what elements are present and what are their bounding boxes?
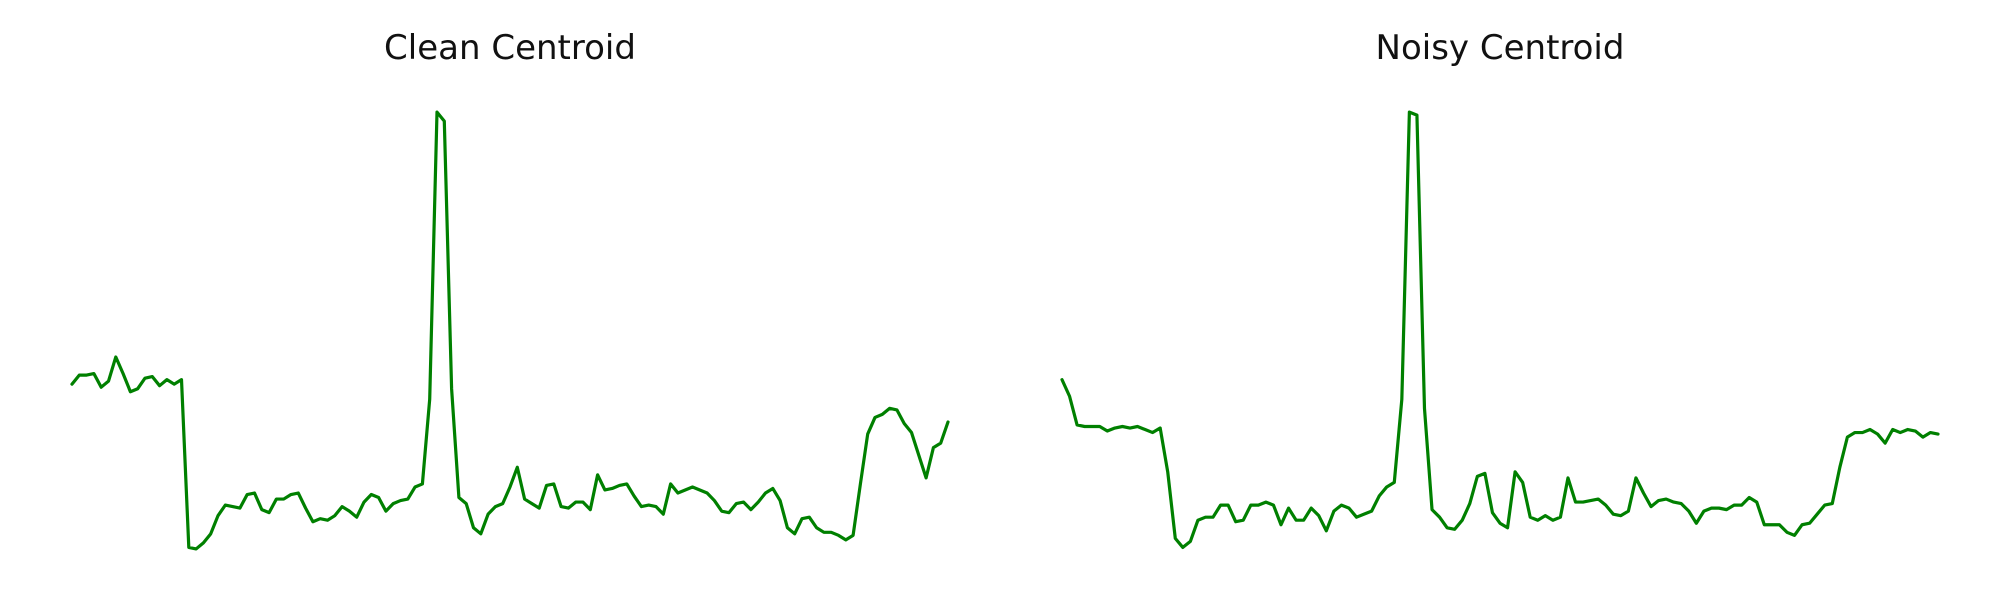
noisy-centroid-panel: Noisy Centroid — [1050, 0, 1950, 600]
clean-centroid-plot — [70, 110, 950, 551]
chart-title: Clean Centroid — [384, 28, 636, 68]
noisy-centroid-plot — [1060, 110, 1940, 550]
chart-title: Noisy Centroid — [1375, 28, 1625, 68]
clean-centroid-panel: Clean Centroid — [60, 0, 960, 600]
series-line — [70, 110, 950, 551]
series-line — [1060, 110, 1940, 550]
